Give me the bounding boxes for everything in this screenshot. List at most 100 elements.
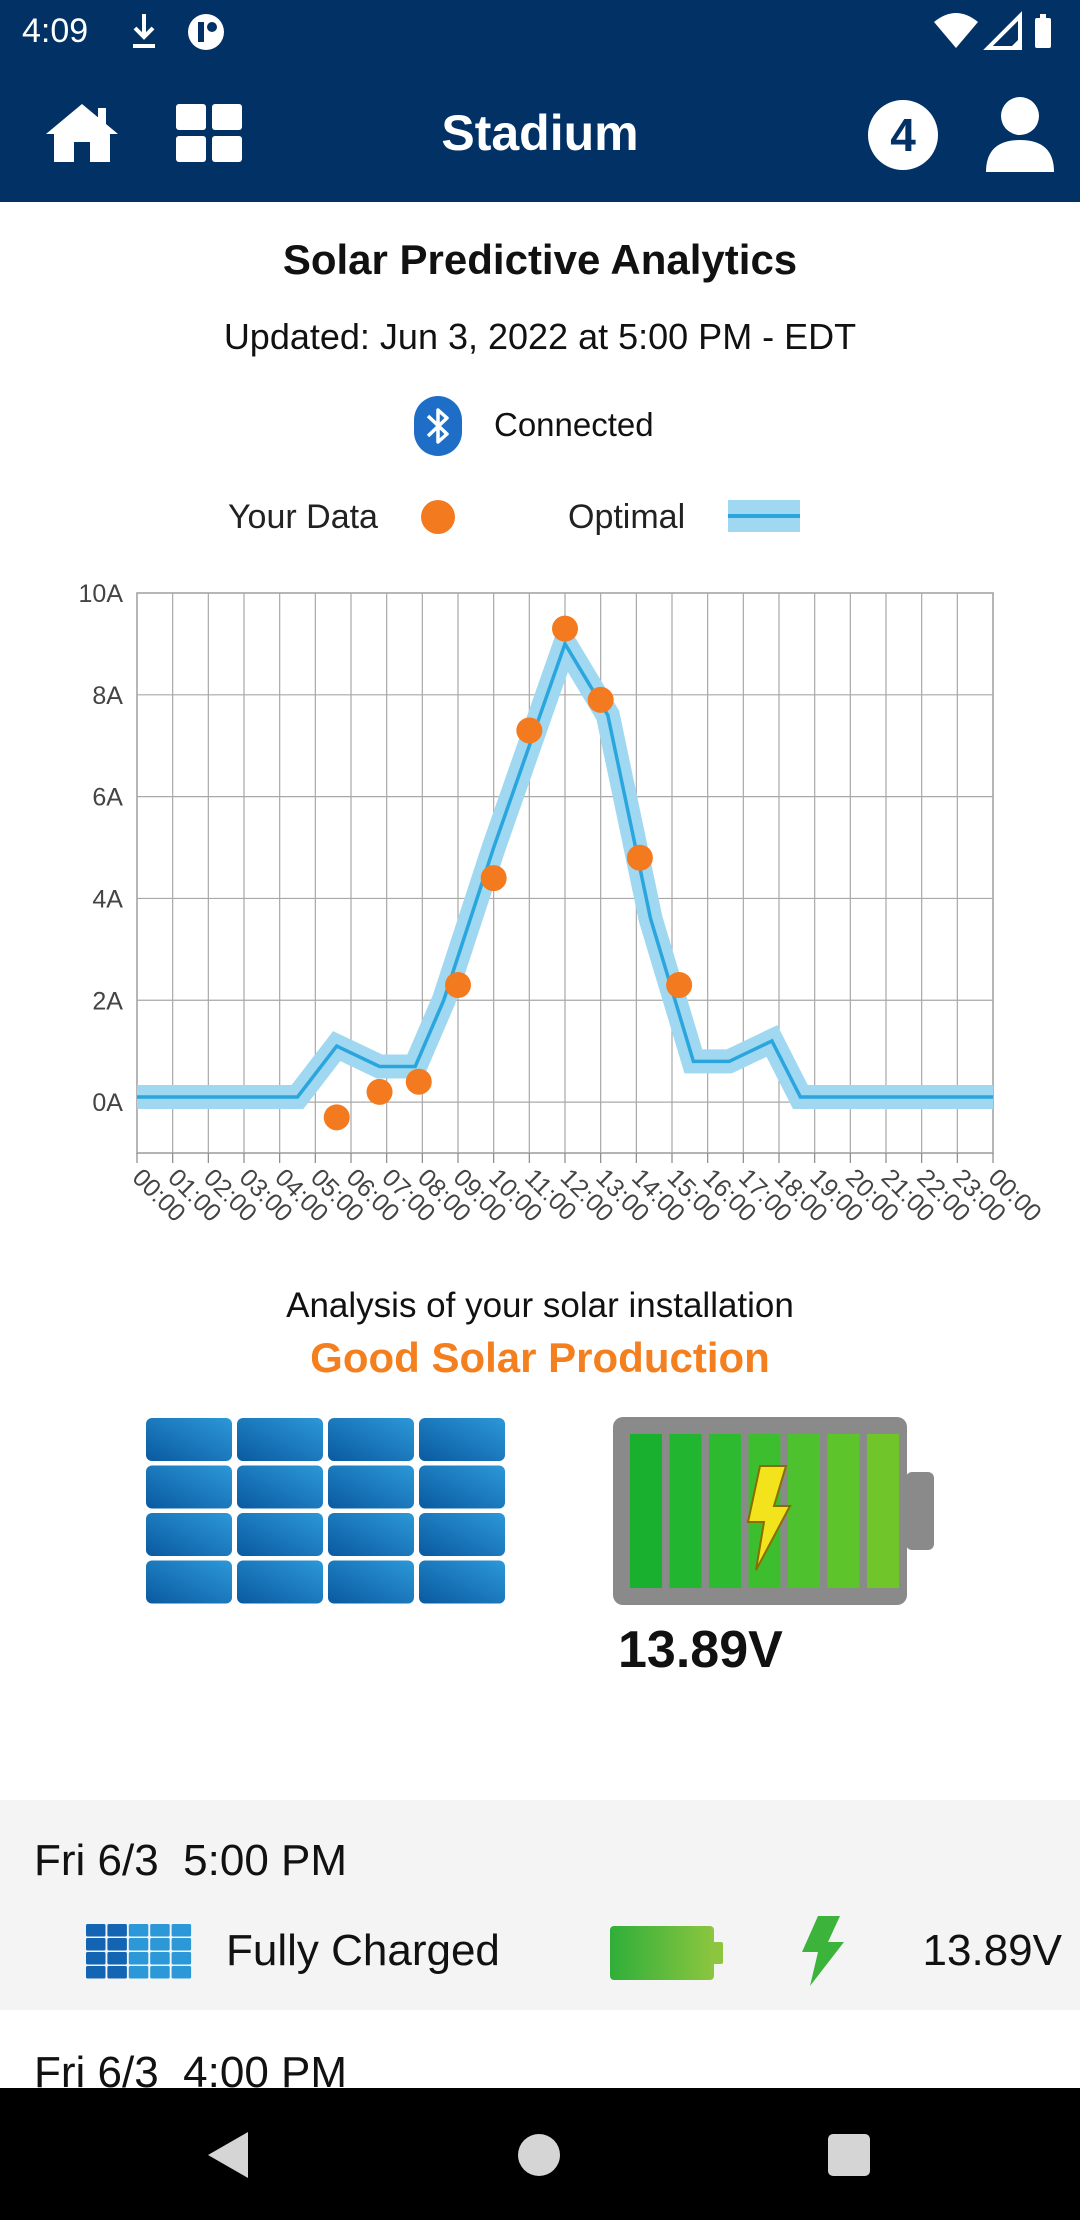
legend-optimal: Optimal: [568, 498, 686, 536]
solar-panel-icon: [146, 1418, 505, 1604]
panel-cell: [86, 1952, 106, 1965]
y-tick-label: 4A: [92, 885, 123, 913]
chart-grid: [136, 592, 994, 1163]
status-icons-right: [934, 11, 1051, 50]
panel-cell: [237, 1418, 323, 1461]
recent-apps-icon[interactable]: [828, 2134, 870, 2176]
download-icon: [133, 14, 155, 48]
panel-cell: [107, 1924, 127, 1937]
history-row[interactable]: Fri 6/3 4:00 PM: [0, 2010, 1080, 2088]
panel-cell: [150, 1938, 170, 1951]
your-data-point: [552, 615, 578, 642]
y-tick-label: 10A: [79, 580, 124, 608]
panel-cell: [150, 1966, 170, 1979]
panel-cell: [86, 1966, 106, 1979]
solar-panel-icon: [86, 1924, 192, 1979]
your-data-point: [666, 972, 693, 998]
optimal-line: [137, 639, 993, 1099]
your-data-point: [405, 1068, 432, 1095]
panel-cell: [128, 1966, 149, 1979]
your-data-point: [366, 1078, 393, 1105]
panel-cell: [146, 1513, 232, 1556]
your-data-point: [323, 1104, 350, 1131]
history-datetime: Fri 6/3 5:00 PM: [34, 1836, 347, 1886]
history-voltage: 13.89V: [922, 1926, 1062, 1975]
your-data-point: [480, 865, 507, 892]
history-row[interactable]: Fri 6/3 5:00 PM Fully Charged 13.89V: [0, 1800, 1080, 2010]
panel-cell: [128, 1924, 149, 1937]
panel-cell: [107, 1966, 127, 1979]
cell-signal-icon: [983, 11, 1022, 50]
y-tick-label: 6A: [92, 784, 123, 812]
wifi-icon: [934, 13, 978, 48]
app-notification-icon: [188, 14, 224, 50]
history-date: Fri 6/3: [34, 2048, 159, 2088]
charging-bolt-icon: [802, 1916, 844, 1986]
panel-cell: [237, 1560, 323, 1604]
panel-cell: [419, 1560, 505, 1604]
battery-icon: [1035, 14, 1051, 48]
panel-cell: [107, 1938, 127, 1951]
battery-cell: [669, 1434, 702, 1588]
your-data-point: [445, 972, 471, 998]
panel-cell: [86, 1938, 106, 1951]
your-data-point: [587, 686, 614, 713]
panel-cell: [107, 1952, 127, 1965]
analysis-label: Analysis of your solar installation: [286, 1286, 794, 1325]
panel-cell: [328, 1560, 414, 1604]
legend-your-data-marker: [421, 500, 455, 534]
battery-cell: [630, 1434, 662, 1588]
battery-voltage: 13.89V: [618, 1621, 783, 1679]
your-data-point: [516, 717, 543, 744]
panel-cell: [419, 1418, 505, 1461]
status-time: 4:09: [22, 12, 89, 50]
history-date: Fri 6/3: [34, 1836, 159, 1885]
panel-cell: [86, 1924, 106, 1937]
history-time: 4:00 PM: [183, 2048, 348, 2088]
history-status: Fully Charged: [226, 1926, 500, 1975]
your-data-point: [626, 844, 653, 871]
charging-bolt-icon: [746, 1465, 792, 1571]
notification-badge[interactable]: 4: [868, 100, 938, 170]
updated-timestamp: Updated: Jun 3, 2022 at 5:00 PM - EDT: [223, 316, 857, 357]
battery-cell: [788, 1434, 820, 1588]
battery-cell: [867, 1434, 899, 1588]
status-icons-left: [133, 14, 224, 50]
x-axis: 00:0001:0002:0003:0004:0005:0006:0007:00…: [127, 1163, 1047, 1227]
app-title: Stadium: [441, 105, 639, 161]
battery-full-icon: [613, 1417, 934, 1605]
grid-icon[interactable]: [176, 104, 244, 164]
y-tick-label: 8A: [92, 682, 123, 710]
panel-cell: [150, 1924, 170, 1937]
panel-cell: [237, 1465, 323, 1509]
optimal-series: [137, 615, 993, 1109]
analysis-verdict: Good Solar Production: [310, 1334, 770, 1381]
panel-cell: [419, 1465, 505, 1509]
panel-cell: [171, 1938, 192, 1951]
battery-cell: [827, 1434, 860, 1588]
back-icon[interactable]: [204, 2130, 252, 2180]
legend-your-data: Your Data: [228, 498, 378, 536]
panel-cell: [146, 1418, 232, 1461]
home-nav-icon[interactable]: [518, 2134, 560, 2176]
history-time: 5:00 PM: [183, 1836, 348, 1885]
status-bar: 4:09: [0, 0, 1080, 64]
battery-cell: [709, 1434, 741, 1588]
panel-cell: [328, 1513, 414, 1556]
panel-cell: [128, 1938, 149, 1951]
battery-full-icon: [610, 1926, 723, 1980]
home-icon[interactable]: [44, 100, 120, 164]
connection-status: Connected: [494, 406, 654, 443]
panel-cell: [328, 1465, 414, 1509]
y-axis: 0A 2A 4A 6A 8A 10A: [79, 580, 124, 1117]
history-datetime: Fri 6/3 4:00 PM: [34, 2048, 347, 2088]
panel-cell: [171, 1924, 192, 1937]
panel-cell: [328, 1418, 414, 1461]
solar-chart: 0A 2A 4A 6A 8A 10A 00:0001:0002:0003:0004:000…: [79, 580, 1047, 1227]
user-icon[interactable]: [984, 96, 1056, 172]
app-bar: Stadium 4: [0, 64, 1080, 202]
panel-cell: [146, 1465, 232, 1509]
panel-cell: [237, 1513, 323, 1556]
page-title: Solar Predictive Analytics: [282, 236, 798, 283]
y-tick-label: 2A: [92, 987, 123, 1015]
